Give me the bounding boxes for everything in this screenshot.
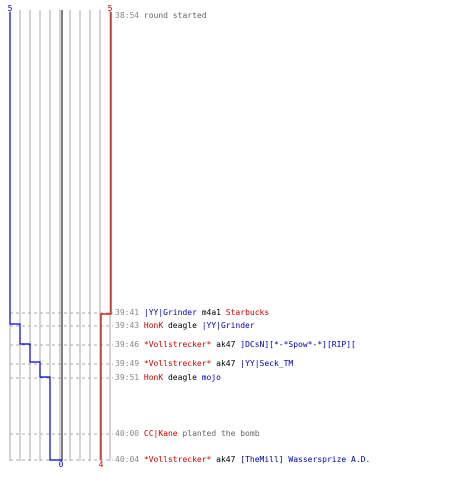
event-part: ak47 [211,455,236,464]
event-time: 39:49 [115,359,144,368]
event-part: mojo [196,373,221,382]
event-part: round started [143,11,207,20]
event-row: 38:54 round started [115,11,207,21]
event-time: 39:43 [115,321,144,330]
event-time: 39:41 [115,308,144,317]
event-part: |YY|Grinder [143,308,197,317]
event-part: planted the bomb [177,429,260,438]
event-time: 40:04 [115,455,144,464]
event-part: CC|Kane [143,429,178,438]
event-time: 39:51 [115,373,144,382]
event-part: |YY|Grinder [196,321,255,330]
event-row: 39:41 |YY|Grinder m4a1 Starbucks [115,308,269,318]
event-guide-lines [10,312,113,461]
event-part: *Vollstrecker* [143,359,212,368]
event-part: deagle [163,321,197,330]
event-row: 40:00 CC|Kane planted the bomb [115,429,260,439]
event-row: 39:46 *Vollstrecker* ak47 ]DCsN][*-*Spow… [115,340,356,350]
event-part: |YY|Seck_TM [235,359,294,368]
event-part: ak47 [211,340,236,349]
event-row: 40:04 *Vollstrecker* ak47 [TheMill] Wass… [115,455,370,465]
event-time: 39:46 [115,340,144,349]
blue-team-alive-line [9,12,62,461]
event-part: Starbucks [220,308,270,317]
event-part: *Vollstrecker* [143,340,212,349]
blue-team-start-count: 5 [8,4,13,13]
event-row: 39:49 *Vollstrecker* ak47 |YY|Seck_TM [115,359,293,369]
event-part: ]DCsN][*-*Spow*-*][RIP][ [235,340,356,349]
event-part: deagle [163,373,197,382]
red-team-alive-line [100,12,112,460]
event-row: 39:51 HonK deagle mojo [115,373,221,383]
event-time: 38:54 [115,11,144,20]
event-part: HonK [143,321,164,330]
event-part: [TheMill] Wassersprize A.D. [235,455,371,464]
event-row: 39:43 HonK deagle |YY|Grinder [115,321,255,331]
grid-lines [9,10,111,461]
event-part: ak47 [211,359,236,368]
red-team-start-count: 5 [108,4,113,13]
blue-team-end-count: 0 [59,460,64,469]
red-team-end-count: 4 [99,460,104,469]
event-part: *Vollstrecker* [143,455,212,464]
event-part: HonK [143,373,164,382]
event-time: 40:00 [115,429,144,438]
event-part: m4a1 [196,308,221,317]
